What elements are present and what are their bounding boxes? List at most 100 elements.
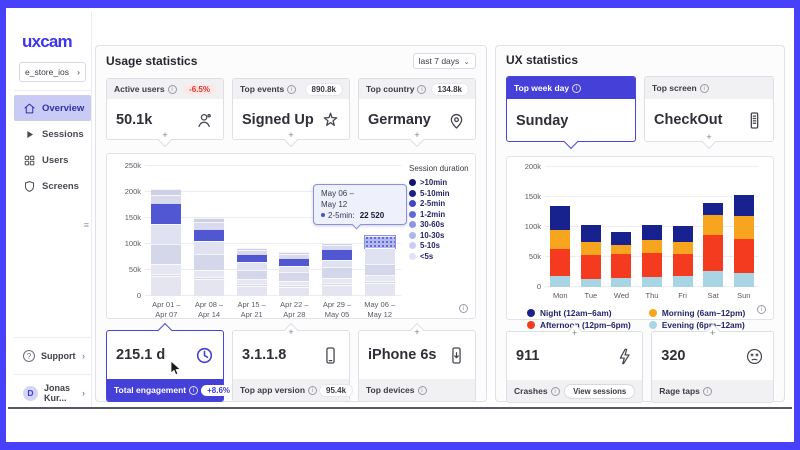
sidebar-item-screens[interactable]: Screens xyxy=(14,173,91,199)
expand-plus[interactable]: + xyxy=(162,130,168,140)
expand-plus[interactable]: + xyxy=(414,130,420,140)
bar-segment[interactable] xyxy=(642,225,663,241)
stacked-bar[interactable] xyxy=(550,206,571,287)
expand-plus[interactable]: + xyxy=(706,132,712,142)
bar-segment[interactable] xyxy=(322,277,353,284)
bar-segment[interactable] xyxy=(236,248,267,251)
stacked-bar[interactable] xyxy=(733,195,754,287)
expand-plus[interactable]: + xyxy=(709,328,716,338)
bar-segment[interactable] xyxy=(611,231,632,245)
bar-segment[interactable] xyxy=(194,270,224,278)
stacked-bar[interactable] xyxy=(363,235,396,296)
stacked-bar[interactable] xyxy=(672,226,693,287)
stacked-bar[interactable] xyxy=(322,242,353,296)
sidebar-item-sessions[interactable]: Sessions xyxy=(14,121,91,147)
info-icon[interactable] xyxy=(459,304,468,313)
bar-segment[interactable] xyxy=(550,206,571,231)
bar-segment[interactable] xyxy=(364,235,395,237)
total-engagement-card[interactable]: 215.1 d Total engagement +8.6% xyxy=(106,322,237,402)
bar-segment[interactable] xyxy=(151,243,182,265)
bar-segment[interactable] xyxy=(151,203,182,225)
bar-segment[interactable] xyxy=(236,284,267,286)
user-menu[interactable]: D Jonas Kur... › xyxy=(14,379,91,407)
bar-segment[interactable] xyxy=(733,216,754,240)
top-app-version-card[interactable]: + 3.1.1.8 Top app version 95.4k xyxy=(232,322,353,402)
bar-segment[interactable] xyxy=(672,275,693,287)
info-icon[interactable] xyxy=(417,385,427,395)
bar-segment[interactable] xyxy=(236,250,267,255)
bar-segment[interactable] xyxy=(550,230,571,250)
info-icon[interactable] xyxy=(308,385,318,395)
sidebar-item-users[interactable]: Users xyxy=(14,147,91,173)
bar-segment[interactable] xyxy=(151,273,182,277)
bar-segment[interactable] xyxy=(733,239,754,274)
project-selector[interactable]: e_store_ios › xyxy=(19,62,86,82)
bar-segment[interactable] xyxy=(279,265,310,273)
bar-segment[interactable] xyxy=(194,218,224,223)
bar-segment[interactable] xyxy=(550,249,571,277)
bar-segment[interactable] xyxy=(194,254,224,271)
bar-segment[interactable] xyxy=(363,235,396,250)
bar-segment[interactable] xyxy=(364,280,395,283)
bar-segment[interactable] xyxy=(642,253,663,278)
bar-segment[interactable] xyxy=(194,279,224,296)
bar-segment[interactable] xyxy=(672,242,693,255)
info-icon[interactable] xyxy=(167,84,177,94)
expand-plus[interactable]: + xyxy=(288,130,294,140)
bar-segment[interactable] xyxy=(279,258,310,266)
stacked-bar[interactable] xyxy=(151,189,182,296)
bar-segment[interactable] xyxy=(194,229,224,242)
bar-segment[interactable] xyxy=(364,275,395,281)
info-icon[interactable] xyxy=(417,84,427,94)
period-dropdown[interactable]: last 7 days ⌄ xyxy=(412,53,476,69)
stacked-bar[interactable] xyxy=(611,231,632,287)
view-sessions-button[interactable]: View sessions xyxy=(564,383,636,399)
active-users-card[interactable]: Active users -6.5% 50.1k + xyxy=(106,78,224,148)
top-events-card[interactable]: Top events 890.8k Signed Up + xyxy=(232,78,350,148)
bar-segment[interactable] xyxy=(703,271,724,287)
bar-segment[interactable] xyxy=(672,254,693,276)
bar-segment[interactable] xyxy=(733,273,754,287)
support-link[interactable]: ? Support › xyxy=(14,342,91,370)
bar-segment[interactable] xyxy=(611,254,632,278)
bar-segment[interactable] xyxy=(151,224,182,244)
bar-segment[interactable] xyxy=(364,263,395,276)
bar-segment[interactable] xyxy=(322,245,353,250)
bar-segment[interactable] xyxy=(322,259,353,268)
bar-segment[interactable] xyxy=(322,267,353,278)
bar-segment[interactable] xyxy=(279,280,310,286)
stacked-bar[interactable] xyxy=(279,251,310,296)
top-devices-card[interactable]: + iPhone 6s Top devices xyxy=(358,322,476,402)
info-icon[interactable] xyxy=(757,305,766,314)
bar-segment[interactable] xyxy=(194,222,224,230)
bar-segment[interactable] xyxy=(703,215,724,236)
bar-segment[interactable] xyxy=(194,277,224,280)
bar-segment[interactable] xyxy=(364,283,395,296)
bar-segment[interactable] xyxy=(322,284,353,296)
bar-segment[interactable] xyxy=(580,278,601,287)
bar-segment[interactable] xyxy=(236,279,267,285)
bar-segment[interactable] xyxy=(279,285,310,287)
crashes-card[interactable]: + 911 Crashes View sessions xyxy=(506,323,644,403)
bar-segment[interactable] xyxy=(550,276,571,287)
bar-segment[interactable] xyxy=(580,254,601,279)
bar-segment[interactable] xyxy=(279,272,310,281)
bar-segment[interactable] xyxy=(703,235,724,272)
top-week-day-card[interactable]: Top week day Sunday xyxy=(506,76,636,150)
info-icon[interactable] xyxy=(189,385,199,395)
bar-segment[interactable] xyxy=(733,195,754,217)
info-icon[interactable] xyxy=(572,83,582,93)
sidebar-collapse-icon[interactable]: ≡ xyxy=(83,220,89,230)
expand-plus[interactable]: + xyxy=(288,327,294,337)
bar-segment[interactable] xyxy=(194,241,224,255)
sidebar-item-overview[interactable]: Overview xyxy=(14,95,91,121)
bar-segment[interactable] xyxy=(279,251,310,255)
bar-segment[interactable] xyxy=(611,245,632,254)
bar-segment[interactable] xyxy=(151,276,182,296)
info-icon[interactable] xyxy=(699,83,709,93)
bar-segment[interactable] xyxy=(236,285,267,296)
bar-segment[interactable] xyxy=(611,278,632,287)
bar-segment[interactable] xyxy=(236,270,267,280)
rage-taps-card[interactable]: + 320 Rage taps xyxy=(651,323,774,403)
bar-segment[interactable] xyxy=(642,240,663,254)
